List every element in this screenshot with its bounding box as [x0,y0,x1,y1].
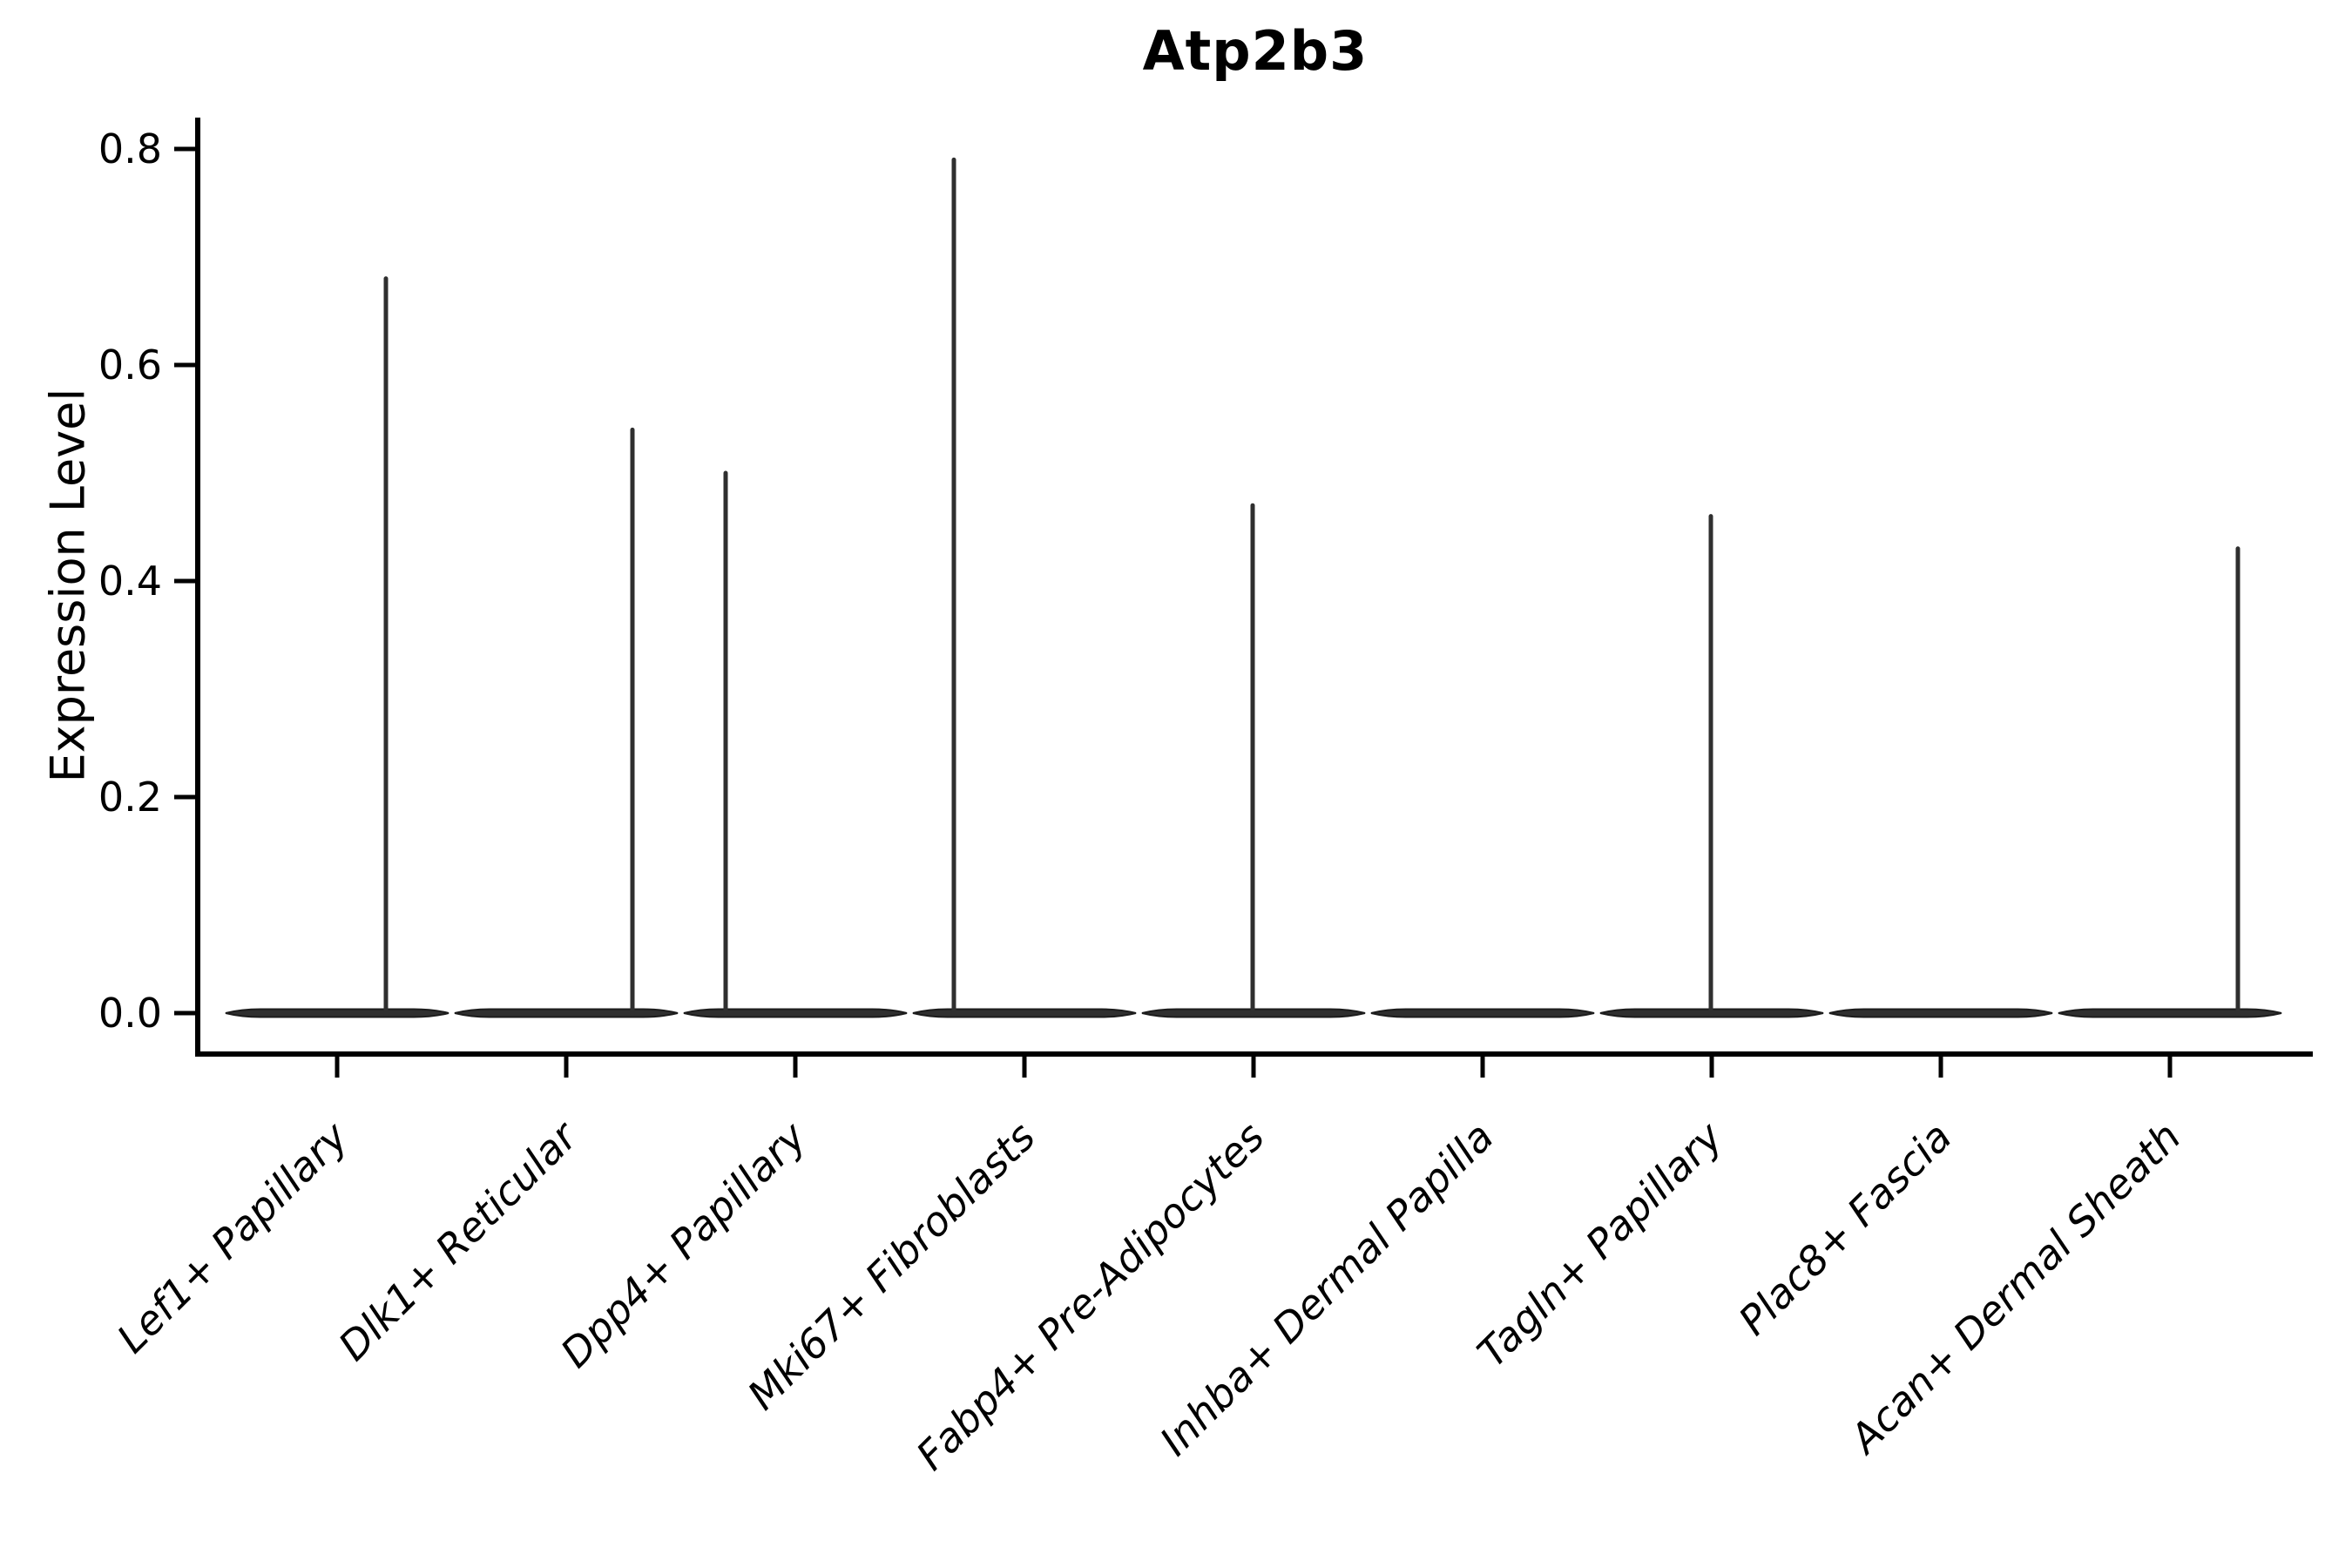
y-tick-label: 0.2 [98,774,162,821]
y-tick-label: 0.4 [98,558,162,605]
violin-base [1370,1008,1595,1018]
y-tick-label: 0.6 [98,341,162,389]
y-axis-label: Expression Level [40,388,96,783]
violin-base [225,1008,449,1018]
x-tick-label: Lef1+ Papillary [108,1112,357,1362]
violin-base [2058,1008,2282,1018]
x-tick-label: Dpp4+ Papillary [551,1112,815,1376]
violin-base [1828,1008,2053,1018]
violin-base [454,1008,679,1018]
x-tick-label: Tagln+ Papillary [1468,1112,1732,1376]
x-tick-label: Plac8+ Fascia [1729,1113,1960,1344]
violin-base [683,1008,908,1018]
violin-base [912,1008,1137,1018]
x-tick-label: Dlk1+ Reticular [329,1111,588,1369]
y-tick-label: 0.0 [98,990,162,1037]
chart-title: Atp2b3 [1142,19,1369,83]
y-tick-label: 0.8 [98,125,162,172]
